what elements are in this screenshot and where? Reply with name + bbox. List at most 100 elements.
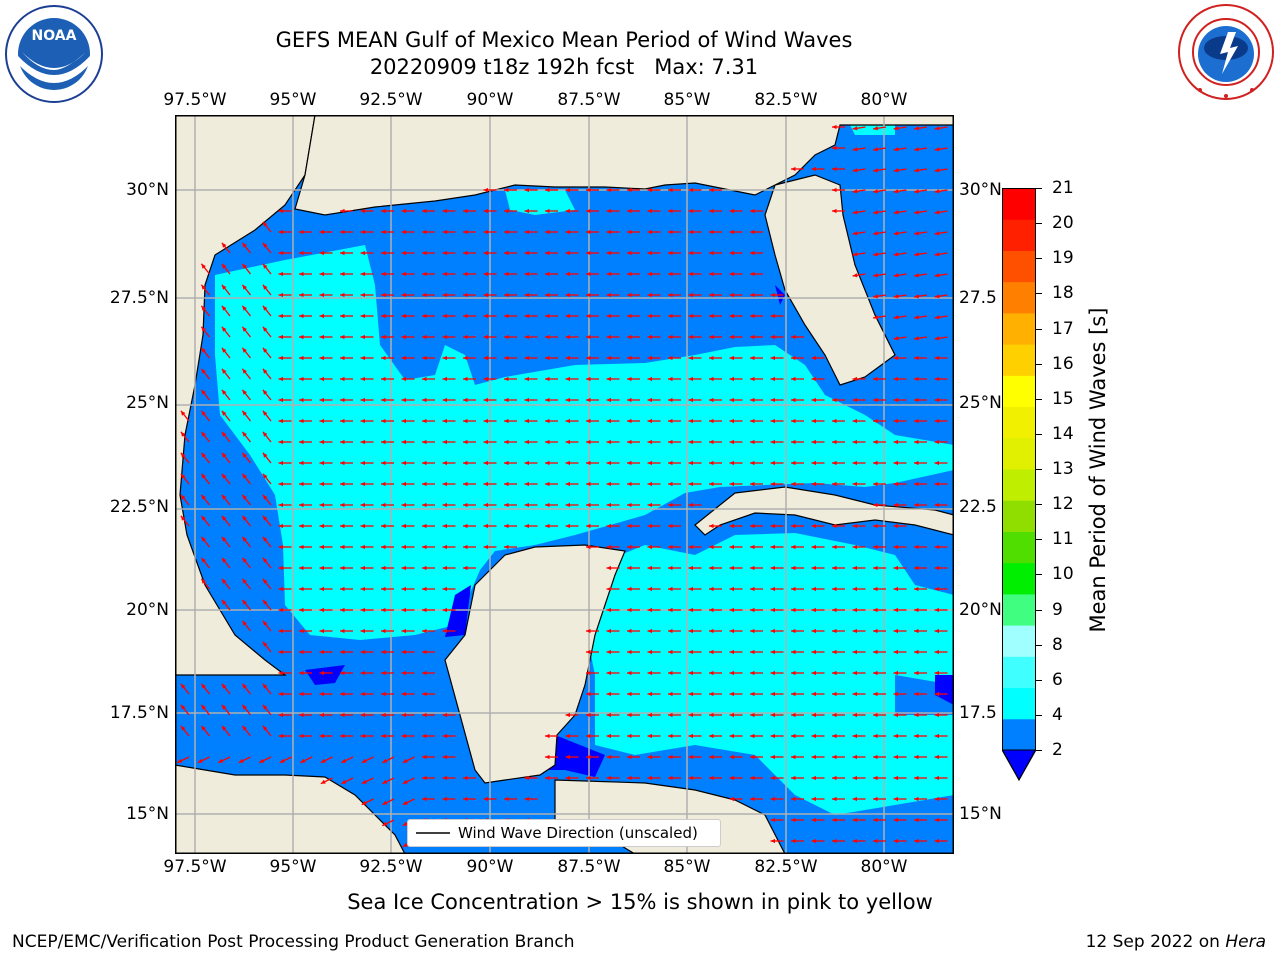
wind-arrow — [299, 670, 312, 676]
wind-arrow — [668, 250, 681, 256]
wind-arrow — [221, 326, 231, 338]
wind-arrow — [627, 607, 640, 613]
wind-arrow — [524, 250, 538, 256]
footer-host: Hera — [1225, 932, 1266, 952]
colorbar-segment — [1002, 656, 1036, 689]
wind-arrow — [914, 796, 927, 802]
wind-arrow — [442, 292, 456, 298]
lon-tick-bottom: 90°W — [466, 857, 514, 877]
lon-tick-top: 87.5°W — [557, 90, 621, 110]
wind-arrow — [627, 250, 640, 256]
colorbar-tick-mark — [1036, 293, 1042, 295]
wind-arrow — [729, 418, 743, 424]
wind-arrow — [545, 754, 558, 760]
wind-arrow — [606, 775, 620, 781]
wind-arrow — [914, 565, 927, 571]
wind-arrow — [873, 168, 887, 173]
wind-arrow — [586, 523, 599, 529]
wind-arrow — [709, 397, 722, 403]
wind-arrow — [586, 418, 599, 424]
colorbar-segment — [1002, 188, 1036, 220]
wind-arrow — [852, 397, 866, 403]
wind-arrow — [606, 229, 620, 235]
wind-arrow — [200, 536, 211, 548]
wind-arrow — [278, 628, 292, 634]
wind-arrow — [360, 481, 374, 487]
wind-arrow — [873, 231, 887, 236]
wind-direction-arrows — [177, 124, 948, 848]
wind-arrow — [770, 544, 784, 550]
wind-arrow — [627, 523, 640, 529]
wind-arrow — [893, 439, 907, 445]
wind-arrow — [463, 502, 476, 508]
wind-arrow — [262, 368, 272, 380]
wind-arrow — [422, 313, 435, 319]
wind-arrow — [360, 628, 374, 634]
wind-arrow — [750, 523, 763, 529]
noaa-logo: NOAA — [4, 4, 104, 104]
wind-arrow — [422, 523, 435, 529]
wind-arrow — [688, 628, 702, 634]
wind-arrow — [545, 481, 558, 487]
wind-arrow — [729, 208, 743, 214]
wind-arrow — [300, 756, 313, 764]
wind-arrow — [770, 565, 784, 571]
wind-arrow — [341, 777, 354, 785]
wind-arrow — [299, 355, 312, 361]
wind-arrow — [545, 187, 558, 193]
wind-arrow — [852, 439, 866, 445]
wind-arrow — [360, 250, 374, 256]
wind-arrow — [934, 147, 948, 152]
wind-arrow — [360, 334, 374, 340]
wind-arrow — [262, 620, 272, 632]
wind-arrow — [668, 754, 681, 760]
wind-arrow — [504, 460, 517, 466]
wind-arrow — [914, 586, 927, 592]
wind-arrow — [627, 208, 640, 214]
wind-arrow — [852, 523, 866, 529]
wind-arrow — [688, 187, 702, 193]
wind-arrow — [262, 704, 272, 716]
legend-line-icon — [416, 832, 450, 834]
wind-arrow — [241, 305, 252, 317]
wind-arrow — [381, 208, 394, 214]
wind-arrow — [852, 418, 866, 424]
colorbar-segment — [1002, 687, 1036, 720]
wind-arrow — [770, 628, 784, 634]
wind-arrow — [811, 481, 825, 487]
wind-arrow — [401, 292, 415, 298]
wind-arrow — [729, 313, 743, 319]
wind-arrow — [442, 271, 456, 277]
wind-arrow — [668, 397, 681, 403]
wind-arrow — [934, 817, 948, 823]
wind-arrow — [200, 725, 211, 737]
colorbar-tick-label: 16 — [1052, 353, 1074, 374]
wind-arrow — [586, 628, 599, 634]
wind-arrow — [221, 704, 231, 716]
wind-arrow — [299, 544, 312, 550]
wind-arrow — [483, 481, 497, 487]
wind-arrow — [586, 187, 599, 193]
wind-arrow — [811, 670, 825, 676]
wind-arrow — [381, 376, 394, 382]
wind-arrow — [360, 208, 374, 214]
wind-arrow — [873, 817, 886, 823]
wind-arrow — [180, 473, 190, 485]
wind-arrow — [811, 439, 825, 445]
wind-arrow — [852, 210, 866, 215]
wind-arrow — [262, 725, 272, 737]
wind-arrow — [340, 292, 353, 298]
wind-arrow — [545, 397, 558, 403]
wind-arrow — [360, 670, 374, 676]
wind-arrow — [832, 523, 845, 529]
wind-arrow — [401, 208, 415, 214]
wind-arrow — [750, 334, 763, 340]
wind-arrow — [340, 670, 353, 676]
wind-arrow — [606, 292, 620, 298]
wind-arrow — [319, 250, 333, 256]
lon-tick-bottom: 82.5°W — [754, 857, 818, 877]
wind-arrow — [770, 376, 784, 382]
wind-arrow — [586, 271, 599, 277]
wind-arrow — [586, 460, 599, 466]
wind-arrow — [483, 271, 497, 277]
